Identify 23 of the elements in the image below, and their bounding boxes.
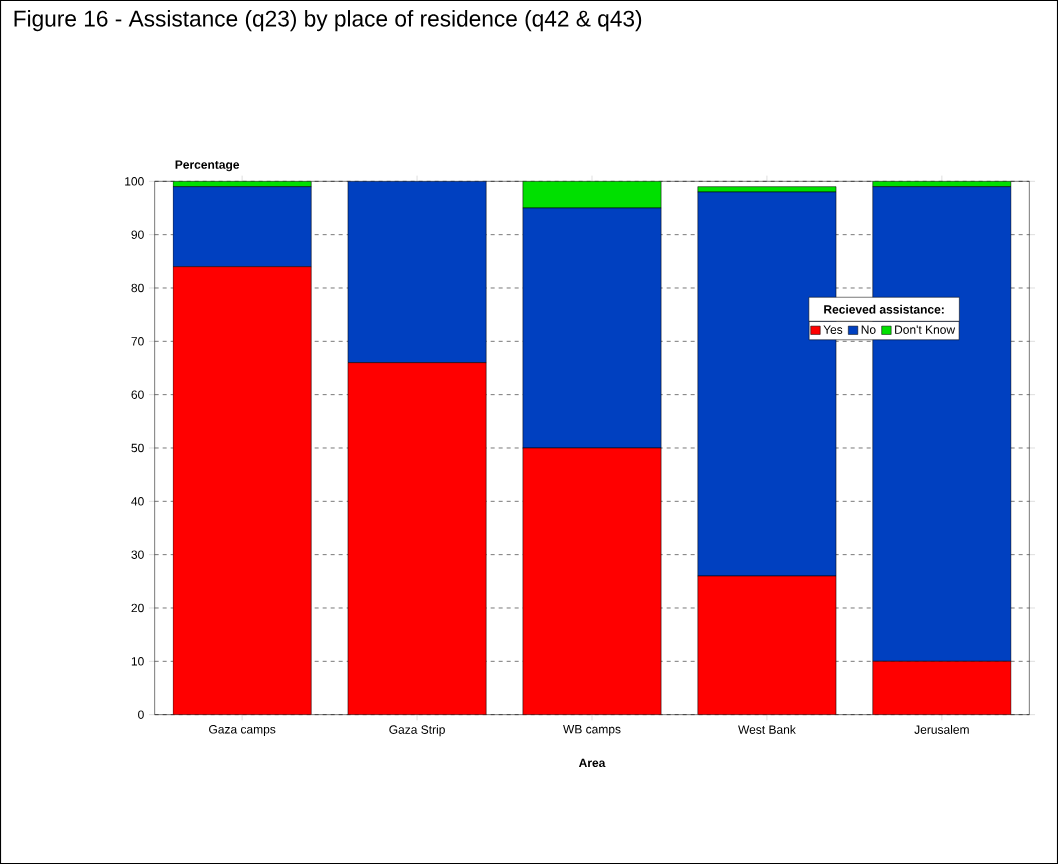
legend-label: No xyxy=(861,325,876,334)
x-tick-label: Gaza Strip xyxy=(389,725,445,737)
x-tick-label: West Bank xyxy=(738,725,796,734)
chart-title: Figure 16 - Assistance (q23) by place of residence (q42 & q43) xyxy=(14,10,642,32)
y-tick-label: 0 xyxy=(138,710,144,719)
x-tick-label: WB camps xyxy=(563,725,621,736)
y-tick-label: 90 xyxy=(131,230,144,239)
y-axis-title: Percentage xyxy=(175,160,240,172)
x-axis-title: Area xyxy=(578,758,606,768)
x-tick-label: Gaza camps xyxy=(209,725,276,736)
y-tick-label: 50 xyxy=(131,443,144,453)
legend-label: Don't Know xyxy=(895,325,956,334)
legend-label: Yes xyxy=(823,325,843,334)
y-tick-label: 100 xyxy=(125,177,144,186)
legend-title: Recieved assistance: xyxy=(824,304,944,314)
y-tick-label: 60 xyxy=(131,390,144,399)
y-tick-label: 20 xyxy=(131,603,144,613)
y-tick-label: 10 xyxy=(131,657,144,666)
y-tick-label: 80 xyxy=(131,283,144,293)
x-tick-label: Jerusalem xyxy=(914,725,969,734)
y-tick-label: 30 xyxy=(131,550,144,559)
y-tick-label: 40 xyxy=(131,497,144,506)
y-tick-label: 70 xyxy=(131,337,144,346)
